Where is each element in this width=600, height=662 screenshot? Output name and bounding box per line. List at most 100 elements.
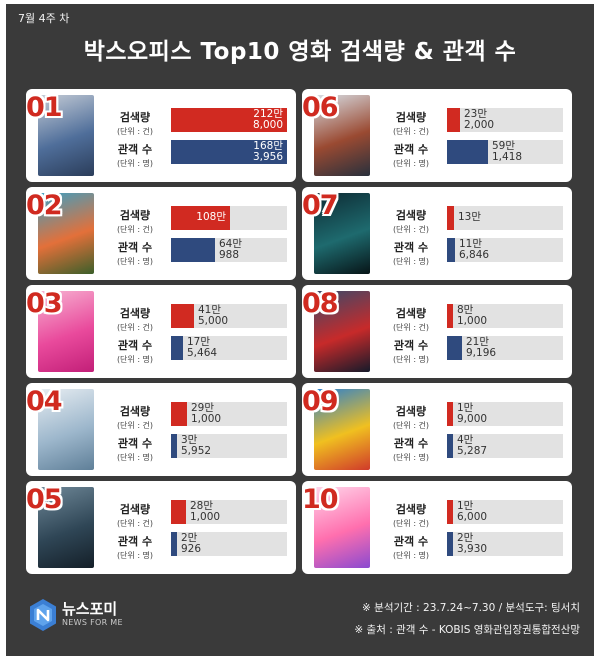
audience-bar-track: 21만 9,196 <box>447 336 563 360</box>
search-value-rest: 2,000 <box>464 119 495 131</box>
audience-bar-track: 59만 1,418 <box>447 140 563 164</box>
audience-bar-track: 4만 5,287 <box>447 434 563 458</box>
audience-value-man: 59만 <box>492 140 516 152</box>
movie-poster <box>38 193 94 274</box>
audience-value-rest: 3,930 <box>457 543 488 555</box>
audience-bar-track: 2만 3,930 <box>447 532 563 556</box>
audience-unit-text: (단위 : 명) <box>116 355 154 364</box>
search-value-rest: 8,000 <box>252 119 283 131</box>
audience-value-man: 17만 <box>187 336 211 348</box>
audience-value-rest: 926 <box>181 543 202 555</box>
audience-value-rest: 6,846 <box>459 249 490 261</box>
search-unit-text: (단위 : 건) <box>116 323 154 332</box>
search-label: 검색량 (단위 : 건) <box>380 305 442 333</box>
audience-value-man: 2만 <box>457 532 474 544</box>
movie-card: 10 검색량 (단위 : 건) 1만 6,000 관객 수 (단위 : 명) 2만 3,930 <box>302 481 572 574</box>
search-value-man: 8만 <box>457 304 474 316</box>
search-bar <box>171 402 187 426</box>
audience-bar-track: 3만 5,952 <box>171 434 287 458</box>
search-value-man: 41만 <box>198 304 222 316</box>
audience-value-rest: 9,196 <box>466 347 497 359</box>
rank-number: 05 <box>26 484 63 515</box>
audience-bar <box>447 434 453 458</box>
search-value-label: 28만 1,000 <box>190 501 220 523</box>
audience-value-rest: 5,287 <box>457 445 488 457</box>
search-value-man: 28만 <box>190 500 214 512</box>
search-bar-track: 41만 5,000 <box>171 304 287 328</box>
search-label-text: 검색량 <box>395 307 427 320</box>
audience-bar-track: 2만 926 <box>171 532 287 556</box>
audience-value-label: 2만 3,930 <box>457 533 487 555</box>
movie-poster <box>314 389 370 470</box>
search-bar <box>171 304 194 328</box>
audience-unit-text: (단위 : 명) <box>392 355 430 364</box>
audience-value-label: 64만 988 <box>219 239 242 261</box>
search-value-man: 29만 <box>191 402 215 414</box>
audience-unit-text: (단위 : 명) <box>392 159 430 168</box>
movie-poster <box>38 291 94 372</box>
movie-card: 01 검색량 (단위 : 건) 212만 8,000 관객 수 (단위 : 명) 168만 3,… <box>26 89 296 182</box>
audience-bar <box>447 238 455 262</box>
rank-number: 10 <box>302 484 339 515</box>
search-label: 검색량 (단위 : 건) <box>380 109 442 137</box>
search-value-rest: 1,000 <box>190 511 221 523</box>
search-label: 검색량 (단위 : 건) <box>380 207 442 235</box>
audience-value-man: 168만 <box>253 140 283 152</box>
audience-label: 관객 수 (단위 : 명) <box>380 337 442 365</box>
rank-number: 04 <box>26 386 63 417</box>
rank-number: 07 <box>302 190 339 221</box>
search-unit-text: (단위 : 건) <box>392 225 430 234</box>
audience-label: 관객 수 (단위 : 명) <box>380 435 442 463</box>
search-bar-track: 8만 1,000 <box>447 304 563 328</box>
search-unit-text: (단위 : 건) <box>392 323 430 332</box>
audience-bar <box>171 532 177 556</box>
search-value-man: 108만 <box>196 211 226 223</box>
search-bar-track: 23만 2,000 <box>447 108 563 132</box>
logo-subtext: NEWS FOR ME <box>62 618 123 627</box>
audience-bar-track: 11만 6,846 <box>447 238 563 262</box>
audience-label: 관객 수 (단위 : 명) <box>380 533 442 561</box>
search-value-rest: 1,000 <box>457 315 488 327</box>
newsforme-logo-icon <box>30 599 56 631</box>
infographic-frame: 7월 4주 차 박스오피스 Top10 영화 검색량 & 관객 수 01 검색량 (… <box>6 4 594 656</box>
analysis-note: ※ 분석기간 : 23.7.24~7.30 / 분석도구: 팅서치 <box>362 602 580 614</box>
search-value-label: 1만 9,000 <box>457 403 487 425</box>
audience-value-label: 2만 926 <box>181 533 201 555</box>
search-value-label: 1만 6,000 <box>457 501 487 523</box>
search-label-text: 검색량 <box>395 111 427 124</box>
audience-value-man: 4만 <box>457 434 474 446</box>
movie-poster <box>314 193 370 274</box>
movie-poster <box>314 95 370 176</box>
audience-value-label: 168만 3,956 <box>171 141 283 163</box>
search-label-text: 검색량 <box>119 111 151 124</box>
rank-number: 08 <box>302 288 339 319</box>
logo-text: 뉴스포미 <box>62 600 118 618</box>
search-value-label: 23만 2,000 <box>464 109 494 131</box>
search-unit-text: (단위 : 건) <box>392 127 430 136</box>
audience-value-man: 3만 <box>181 434 198 446</box>
movie-poster <box>38 389 94 470</box>
audience-value-man: 2만 <box>181 532 198 544</box>
audience-unit-text: (단위 : 명) <box>392 453 430 462</box>
search-value-label: 41만 5,000 <box>198 305 228 327</box>
search-label: 검색량 (단위 : 건) <box>104 305 166 333</box>
movie-card: 03 검색량 (단위 : 건) 41만 5,000 관객 수 (단위 : 명) 17만 5,46… <box>26 285 296 378</box>
audience-label-text: 관객 수 <box>393 437 429 450</box>
search-label-text: 검색량 <box>119 209 151 222</box>
search-value-man: 23만 <box>464 108 488 120</box>
movie-poster <box>38 95 94 176</box>
rank-number: 06 <box>302 92 339 123</box>
search-value-man: 1만 <box>457 500 474 512</box>
search-label-text: 검색량 <box>395 405 427 418</box>
search-label-text: 검색량 <box>395 503 427 516</box>
audience-bar <box>447 532 453 556</box>
search-label: 검색량 (단위 : 건) <box>104 109 166 137</box>
search-bar <box>447 500 453 524</box>
audience-label-text: 관객 수 <box>393 339 429 352</box>
search-value-man: 212만 <box>253 108 283 120</box>
search-unit-text: (단위 : 건) <box>116 225 154 234</box>
audience-bar <box>447 140 488 164</box>
search-bar-track: 108만 <box>171 206 287 230</box>
audience-value-label: 4만 5,287 <box>457 435 487 457</box>
movie-card: 02 검색량 (단위 : 건) 108만 관객 수 (단위 : 명) 64만 988 <box>26 187 296 280</box>
